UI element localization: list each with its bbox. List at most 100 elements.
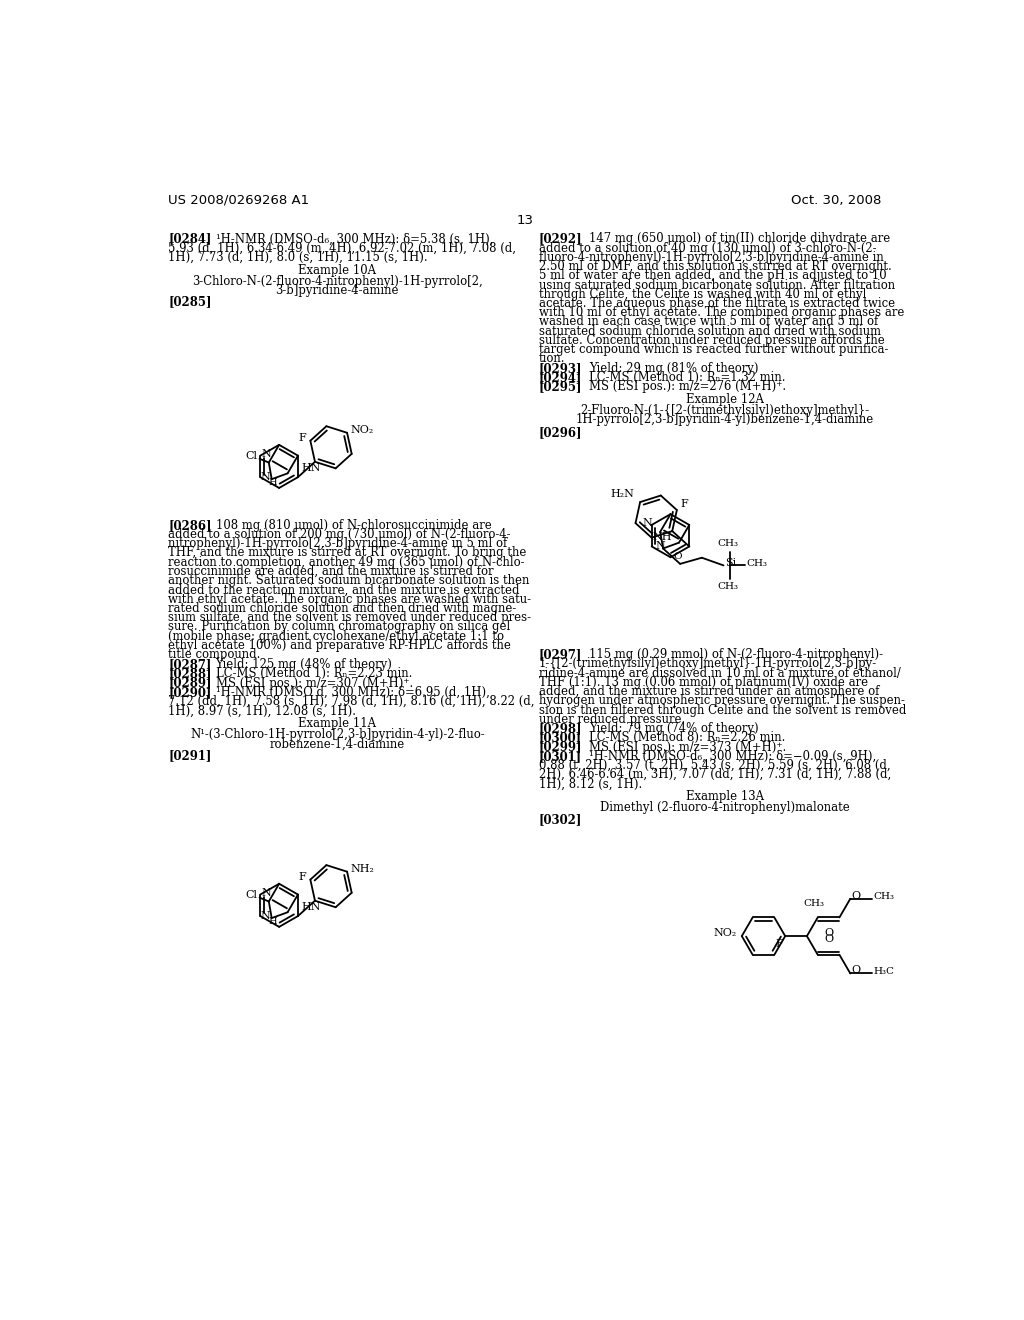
Text: 2.50 ml of DMF, and this solution is stirred at RT overnight.: 2.50 ml of DMF, and this solution is sti… [539,260,892,273]
Text: 1H), 8.12 (s, 1H).: 1H), 8.12 (s, 1H). [539,777,642,791]
Text: washed in each case twice with 5 ml of water and 5 ml of: washed in each case twice with 5 ml of w… [539,315,878,329]
Text: target compound which is reacted further without purifica-: target compound which is reacted further… [539,343,888,356]
Text: Dimethyl (2-fluoro-4-nitrophenyl)malonate: Dimethyl (2-fluoro-4-nitrophenyl)malonat… [600,800,850,813]
Text: Oct. 30, 2008: Oct. 30, 2008 [791,194,882,207]
Text: F: F [298,433,306,442]
Text: [0291]: [0291] [168,748,212,762]
Text: LC-MS (Method 1): Rₙ=1.32 min.: LC-MS (Method 1): Rₙ=1.32 min. [589,371,785,384]
Text: O: O [852,965,861,975]
Text: sure. Purification by column chromatography on silica gel: sure. Purification by column chromatogra… [168,620,511,634]
Text: N: N [262,888,271,898]
Text: added, and the mixture is stirred under an atmosphere of: added, and the mixture is stirred under … [539,685,880,698]
Text: title compound.: title compound. [168,648,261,661]
Text: US 2008/0269268 A1: US 2008/0269268 A1 [168,194,309,207]
Text: NO₂: NO₂ [350,425,374,434]
Text: rosuccinimide are added, and the mixture is stirred for: rosuccinimide are added, and the mixture… [168,565,494,578]
Text: [0284]: [0284] [168,232,212,246]
Text: [0296]: [0296] [539,426,583,440]
Text: added to a solution of 200 mg (730 μmol) of N-(2-fluoro-4-: added to a solution of 200 mg (730 μmol)… [168,528,511,541]
Text: 1-{[2-(trimethylsilyl)ethoxy]methyl}-1H-pyrrolo[2,3-b]py-: 1-{[2-(trimethylsilyl)ethoxy]methyl}-1H-… [539,657,877,671]
Text: Cl: Cl [246,890,258,900]
Text: THF (1:1). 13 mg (0.06 mmol) of platinum(IV) oxide are: THF (1:1). 13 mg (0.06 mmol) of platinum… [539,676,868,689]
Text: ¹H-NMR (DMSO-d₆, 300 MHz): δ=−0.09 (s, 9H),: ¹H-NMR (DMSO-d₆, 300 MHz): δ=−0.09 (s, 9… [589,750,877,763]
Text: NH₂: NH₂ [350,863,374,874]
Text: N: N [655,541,665,552]
Text: NH: NH [652,532,672,543]
Text: H: H [268,916,278,925]
Text: F: F [298,871,306,882]
Text: 1H-pyrrolo[2,3-b]pyridin-4-yl)benzene-1,4-diamine: 1H-pyrrolo[2,3-b]pyridin-4-yl)benzene-1,… [575,413,873,426]
Text: CH₃: CH₃ [746,558,768,568]
Text: NO₂: NO₂ [714,928,737,939]
Text: N: N [261,471,270,482]
Text: 1H), 7.73 (d, 1H), 8.0 (s, 1H), 11.15 (s, 1H).: 1H), 7.73 (d, 1H), 8.0 (s, 1H), 11.15 (s… [168,251,428,264]
Text: MS (ESI pos.): m/z=276 (M+H)⁺.: MS (ESI pos.): m/z=276 (M+H)⁺. [589,380,786,393]
Text: F: F [680,499,688,508]
Text: 115 mg (0.29 mmol) of N-(2-fluoro-4-nitrophenyl)-: 115 mg (0.29 mmol) of N-(2-fluoro-4-nitr… [589,648,883,661]
Text: added to a solution of 40 mg (130 μmol) of 3-chloro-N-(2-: added to a solution of 40 mg (130 μmol) … [539,242,877,255]
Text: another night. Saturated sodium bicarbonate solution is then: another night. Saturated sodium bicarbon… [168,574,529,587]
Text: Yield: 125 mg (48% of theory): Yield: 125 mg (48% of theory) [216,659,392,671]
Text: 5 ml of water are then added, and the pH is adjusted to 10: 5 ml of water are then added, and the pH… [539,269,887,282]
Text: [0295]: [0295] [539,380,583,393]
Text: Yield: 29 mg (81% of theory): Yield: 29 mg (81% of theory) [589,362,759,375]
Text: N: N [262,449,271,459]
Text: 147 mg (650 μmol) of tin(II) chloride dihydrate are: 147 mg (650 μmol) of tin(II) chloride di… [589,232,891,246]
Text: 108 mg (810 μmol) of N-chlorosuccinimide are: 108 mg (810 μmol) of N-chlorosuccinimide… [216,519,492,532]
Text: [0299]: [0299] [539,741,583,754]
Text: 13: 13 [516,214,534,227]
Text: ¹H-NMR (DMSO-d₆, 300 MHz): δ=5.38 (s, 1H),: ¹H-NMR (DMSO-d₆, 300 MHz): δ=5.38 (s, 1H… [216,232,494,246]
Text: MS (ESI pos.): m/z=373 (M+H)⁺.: MS (ESI pos.): m/z=373 (M+H)⁺. [589,741,786,754]
Text: LC-MS (Method 8): Rₙ=2.26 min.: LC-MS (Method 8): Rₙ=2.26 min. [589,731,785,744]
Text: CH₃: CH₃ [718,540,738,549]
Text: Example 11A: Example 11A [298,718,376,730]
Text: (mobile phase: gradient cyclohexane/ethyl acetate 1:1 to: (mobile phase: gradient cyclohexane/ethy… [168,630,504,643]
Text: HN: HN [301,902,321,912]
Text: fluoro-4-nitrophenyl)-1H-pyrrolo[2,3-b]pyridine-4-amine in: fluoro-4-nitrophenyl)-1H-pyrrolo[2,3-b]p… [539,251,884,264]
Text: 1H), 8.97 (s, 1H), 12.08 (s, 1H).: 1H), 8.97 (s, 1H), 12.08 (s, 1H). [168,705,356,717]
Text: ethyl acetate 100%) and preparative RP-HPLC affords the: ethyl acetate 100%) and preparative RP-H… [168,639,511,652]
Text: 3-Chloro-N-(2-fluoro-4-nitrophenyl)-1H-pyrrolo[2,: 3-Chloro-N-(2-fluoro-4-nitrophenyl)-1H-p… [191,275,482,288]
Text: [0285]: [0285] [168,296,212,309]
Text: saturated sodium chloride solution and dried with sodium: saturated sodium chloride solution and d… [539,325,881,338]
Text: Example 12A: Example 12A [686,393,764,407]
Text: [0288]: [0288] [168,668,212,680]
Text: added to the reaction mixture, and the mixture is extracted: added to the reaction mixture, and the m… [168,583,520,597]
Text: F: F [776,939,783,949]
Text: acetate. The aqueous phase of the filtrate is extracted twice: acetate. The aqueous phase of the filtra… [539,297,895,310]
Text: Example 10A: Example 10A [298,264,376,277]
Text: [0287]: [0287] [168,659,212,671]
Text: nitrophenyl)-1H-pyrrolo[2,3-b]pyridine-4-amine in 5 ml of: nitrophenyl)-1H-pyrrolo[2,3-b]pyridine-4… [168,537,508,550]
Text: O: O [673,552,682,561]
Text: CH₃: CH₃ [804,899,824,908]
Text: N: N [642,517,652,528]
Text: [0286]: [0286] [168,519,212,532]
Text: under reduced pressure.: under reduced pressure. [539,713,685,726]
Text: sulfate. Concentration under reduced pressure affords the: sulfate. Concentration under reduced pre… [539,334,885,347]
Text: with ethyl acetate. The organic phases are washed with satu-: with ethyl acetate. The organic phases a… [168,593,531,606]
Text: sion is then filtered through Celite and the solvent is removed: sion is then filtered through Celite and… [539,704,906,717]
Text: CH₃: CH₃ [718,582,738,591]
Text: N¹-(3-Chloro-1H-pyrrolo[2,3-b]pyridin-4-yl)-2-fluo-: N¹-(3-Chloro-1H-pyrrolo[2,3-b]pyridin-4-… [189,729,484,742]
Text: using saturated sodium bicarbonate solution. After filtration: using saturated sodium bicarbonate solut… [539,279,895,292]
Text: [0294]: [0294] [539,371,582,384]
Text: CH₃: CH₃ [873,892,895,902]
Text: [0300]: [0300] [539,731,582,744]
Text: reaction to completion, another 49 mg (365 μmol) of N-chlo-: reaction to completion, another 49 mg (3… [168,556,524,569]
Text: 7.12 (dd, 1H), 7.58 (s, 1H), 7.98 (d, 1H), 8.16 (d, 1H), 8.22 (d,: 7.12 (dd, 1H), 7.58 (s, 1H), 7.98 (d, 1H… [168,696,535,708]
Text: O: O [824,928,834,939]
Text: tion.: tion. [539,352,565,366]
Text: hydrogen under atmospheric pressure overnight. The suspen-: hydrogen under atmospheric pressure over… [539,694,904,708]
Text: [0293]: [0293] [539,362,583,375]
Text: [0289]: [0289] [168,677,212,689]
Text: 5.93 (d, 1H), 6.34-6.49 (m, 4H), 6.92-7.02 (m, 1H), 7.08 (d,: 5.93 (d, 1H), 6.34-6.49 (m, 4H), 6.92-7.… [168,242,516,255]
Text: with 10 ml of ethyl acetate. The combined organic phases are: with 10 ml of ethyl acetate. The combine… [539,306,904,319]
Text: 2H), 6.46-6.64 (m, 3H), 7.07 (dd, 1H), 7.31 (d, 1H), 7.88 (d,: 2H), 6.46-6.64 (m, 3H), 7.07 (dd, 1H), 7… [539,768,891,781]
Text: N: N [261,911,270,921]
Text: ¹H-NMR (DMSO d, 300 MHz): δ=6.95 (d, 1H),: ¹H-NMR (DMSO d, 300 MHz): δ=6.95 (d, 1H)… [216,686,489,698]
Text: LC-MS (Method 1): Rₙ=2.23 min.: LC-MS (Method 1): Rₙ=2.23 min. [216,668,412,680]
Text: HN: HN [301,463,321,473]
Text: H: H [268,478,278,487]
Text: through Celite, the Celite is washed with 40 ml of ethyl: through Celite, the Celite is washed wit… [539,288,866,301]
Text: Si: Si [725,558,736,568]
